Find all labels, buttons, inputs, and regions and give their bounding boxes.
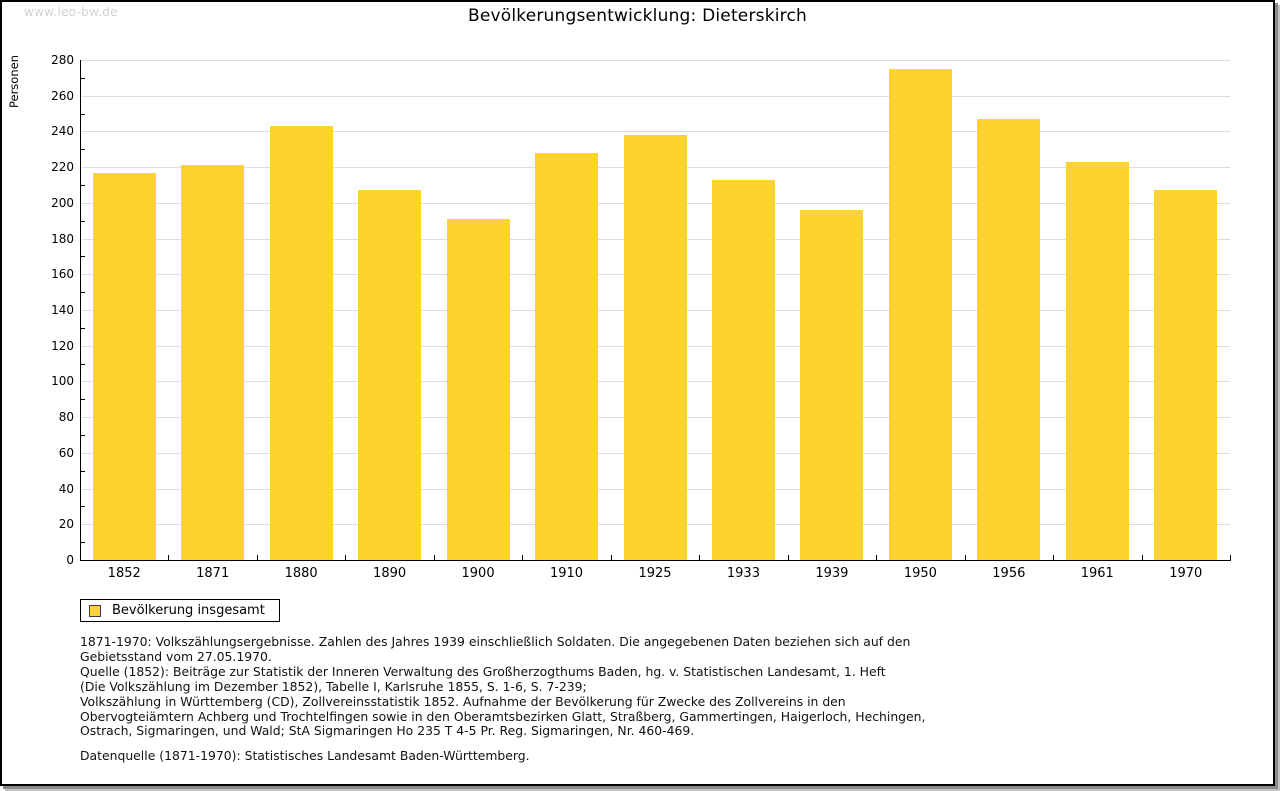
legend-swatch [89,604,101,617]
gridline-260 [81,95,1230,97]
y-tick-label-200: 200 [51,195,74,210]
watermark: www.leo-bw.de [24,5,118,19]
legend-label: Bevölkerung insgesamt [112,603,265,618]
y-tick-label-140: 140 [51,303,74,317]
y-tick-label-280: 280 [51,53,74,67]
bar-1925 [623,135,687,560]
x-boundary-tick-6 [610,555,612,560]
x-label-1925: 1925 [638,566,672,581]
bar-1933 [711,179,775,560]
y-tick-label-120: 120 [51,338,74,353]
y-tick-label-40: 40 [58,481,74,496]
x-label-1933: 1933 [726,566,760,581]
x-boundary-tick-5 [522,555,524,560]
y-minor-tick-210 [81,185,85,186]
bar-1970 [1154,190,1218,560]
x-label-1961: 1961 [1080,566,1114,581]
y-minor-tick-270 [81,77,85,79]
x-label-1970: 1970 [1169,566,1203,581]
x-label-1890: 1890 [373,566,407,581]
x-boundary-tick-7 [699,555,701,560]
bar-1956 [977,118,1041,560]
x-label-1900: 1900 [461,566,495,581]
y-minor-tick-30 [81,506,85,508]
x-label-1880: 1880 [284,566,318,581]
gridline-280 [81,60,1230,61]
y-minor-tick-110 [81,363,85,365]
y-minor-tick-150 [81,292,85,294]
page-title: Bevölkerungsentwicklung: Dieterskirch [467,6,808,26]
y-tick-label-20: 20 [58,517,74,532]
y-tick-label-80: 80 [58,410,74,425]
y-minor-tick-250 [81,113,85,115]
x-boundary-tick-2 [256,555,258,560]
bar-1852 [92,172,156,560]
x-axis-line [80,560,1231,561]
y-tick-label-60: 60 [58,445,74,460]
bar-1890 [358,190,422,560]
y-minor-tick-70 [81,435,85,436]
bar-1961 [1065,161,1129,560]
x-label-1871: 1871 [196,566,230,581]
y-minor-tick-190 [81,220,85,222]
footnote-text: 1871-1970: Volkszählungsergebnisse. Zahl… [80,634,926,739]
x-label-1939: 1939 [815,566,849,581]
x-label-1950: 1950 [903,566,937,581]
y-axis-title: Personen [7,55,21,109]
bar-1939 [800,210,864,560]
x-boundary-tick-3 [345,555,347,560]
x-boundary-tick-12 [1141,555,1143,560]
x-label-1910: 1910 [549,566,584,581]
x-boundary-tick-13 [1230,555,1231,560]
x-label-1956: 1956 [992,566,1026,581]
y-minor-tick-170 [81,256,85,258]
y-tick-label-100: 100 [51,374,74,389]
bar-1910 [535,152,599,560]
x-boundary-tick-4 [433,555,435,560]
footnotes: 1871-1970: Volkszählungsergebnisse. Zahl… [80,634,1200,764]
x-boundary-tick-8 [787,555,789,560]
x-boundary-tick-10 [964,555,966,560]
y-minor-tick-50 [81,470,85,472]
bar-1880 [269,126,333,560]
x-label-1852: 1852 [107,566,141,581]
x-boundary-tick-11 [1053,555,1055,560]
y-minor-tick-10 [81,542,85,544]
y-minor-tick-90 [81,399,85,401]
y-tick-label-160: 160 [51,267,74,282]
y-minor-tick-130 [81,327,85,329]
y-tick-label-0: 0 [66,553,74,567]
y-axis-line [80,60,81,561]
y-tick-label-220: 220 [51,160,74,175]
y-tick-label-240: 240 [51,124,74,139]
x-boundary-tick-9 [876,555,878,560]
bar-1871 [181,165,245,560]
legend: Bevölkerung insgesamt [80,599,280,622]
datasource-text: Datenquelle (1871-1970): Statistisches L… [80,748,530,764]
x-boundary-tick-1 [168,555,170,560]
y-minor-tick-230 [81,149,85,151]
bar-1900 [446,218,510,560]
y-tick-label-260: 260 [51,88,74,103]
y-tick-label-180: 180 [51,231,74,246]
gridline-240 [81,131,1230,133]
bar-1950 [888,68,952,560]
